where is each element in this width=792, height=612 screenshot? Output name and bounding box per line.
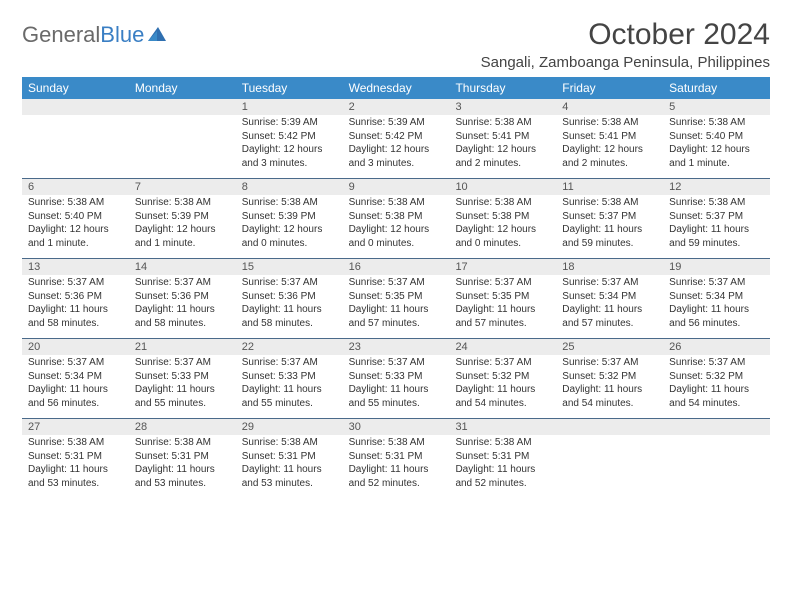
day-body: Sunrise: 5:39 AM Sunset: 5:42 PM Dayligh… [236,115,343,178]
day-body: Sunrise: 5:37 AM Sunset: 5:33 PM Dayligh… [343,355,450,418]
day-body: Sunrise: 5:38 AM Sunset: 5:37 PM Dayligh… [556,195,663,258]
logo-text-2: Blue [100,22,144,48]
day-body: Sunrise: 5:37 AM Sunset: 5:36 PM Dayligh… [22,275,129,338]
day-body: Sunrise: 5:37 AM Sunset: 5:33 PM Dayligh… [129,355,236,418]
daybody-row: Sunrise: 5:38 AM Sunset: 5:31 PM Dayligh… [22,435,770,498]
day-number: . [129,99,236,115]
day-number: 1 [236,99,343,115]
day-number: 6 [22,179,129,195]
day-number: 4 [556,99,663,115]
day-number: 2 [343,99,450,115]
daynum-row: 2728293031.. [22,419,770,435]
dow-fri: Friday [556,77,663,99]
logo-sail-icon [146,25,168,43]
day-body: Sunrise: 5:38 AM Sunset: 5:31 PM Dayligh… [236,435,343,498]
weeks-container: ..12345Sunrise: 5:39 AM Sunset: 5:42 PM … [22,99,770,498]
day-number: 28 [129,419,236,435]
day-body: Sunrise: 5:37 AM Sunset: 5:32 PM Dayligh… [663,355,770,418]
day-body [129,115,236,178]
day-number: . [663,419,770,435]
daynum-row: 20212223242526 [22,339,770,355]
day-body: Sunrise: 5:37 AM Sunset: 5:34 PM Dayligh… [663,275,770,338]
day-number: 14 [129,259,236,275]
day-body: Sunrise: 5:37 AM Sunset: 5:33 PM Dayligh… [236,355,343,418]
day-body: Sunrise: 5:37 AM Sunset: 5:35 PM Dayligh… [343,275,450,338]
day-number: 9 [343,179,450,195]
day-body: Sunrise: 5:38 AM Sunset: 5:39 PM Dayligh… [129,195,236,258]
day-number: 21 [129,339,236,355]
daybody-row: Sunrise: 5:38 AM Sunset: 5:40 PM Dayligh… [22,195,770,258]
day-body: Sunrise: 5:38 AM Sunset: 5:37 PM Dayligh… [663,195,770,258]
day-body: Sunrise: 5:37 AM Sunset: 5:34 PM Dayligh… [22,355,129,418]
day-number: 13 [22,259,129,275]
day-body: Sunrise: 5:39 AM Sunset: 5:42 PM Dayligh… [343,115,450,178]
day-body: Sunrise: 5:38 AM Sunset: 5:38 PM Dayligh… [343,195,450,258]
day-number: 20 [22,339,129,355]
day-body: Sunrise: 5:37 AM Sunset: 5:36 PM Dayligh… [129,275,236,338]
day-body [663,435,770,498]
day-number: 29 [236,419,343,435]
day-number: 16 [343,259,450,275]
day-number: 12 [663,179,770,195]
day-body: Sunrise: 5:38 AM Sunset: 5:41 PM Dayligh… [556,115,663,178]
day-number: . [22,99,129,115]
day-body: Sunrise: 5:38 AM Sunset: 5:31 PM Dayligh… [343,435,450,498]
day-number: 25 [556,339,663,355]
dow-thu: Thursday [449,77,556,99]
title-block: October 2024 Sangali, Zamboanga Peninsul… [481,18,770,71]
day-number: 30 [343,419,450,435]
daynum-row: ..12345 [22,99,770,115]
dow-sat: Saturday [663,77,770,99]
day-number: 31 [449,419,556,435]
daynum-row: 13141516171819 [22,259,770,275]
day-number: 27 [22,419,129,435]
dow-wed: Wednesday [343,77,450,99]
location: Sangali, Zamboanga Peninsula, Philippine… [481,54,770,71]
month-title: October 2024 [481,18,770,52]
day-number: 3 [449,99,556,115]
logo: GeneralBlue [22,18,168,48]
dow-tue: Tuesday [236,77,343,99]
day-number: 18 [556,259,663,275]
logo-text-1: General [22,22,100,48]
day-number: 11 [556,179,663,195]
day-body: Sunrise: 5:38 AM Sunset: 5:31 PM Dayligh… [449,435,556,498]
day-body: Sunrise: 5:38 AM Sunset: 5:41 PM Dayligh… [449,115,556,178]
day-number: 7 [129,179,236,195]
day-body: Sunrise: 5:38 AM Sunset: 5:40 PM Dayligh… [663,115,770,178]
day-number: 17 [449,259,556,275]
day-body: Sunrise: 5:38 AM Sunset: 5:31 PM Dayligh… [129,435,236,498]
day-body: Sunrise: 5:38 AM Sunset: 5:38 PM Dayligh… [449,195,556,258]
daybody-row: Sunrise: 5:39 AM Sunset: 5:42 PM Dayligh… [22,115,770,178]
dow-mon: Monday [129,77,236,99]
day-body [22,115,129,178]
daynum-row: 6789101112 [22,179,770,195]
day-body: Sunrise: 5:37 AM Sunset: 5:36 PM Dayligh… [236,275,343,338]
header: GeneralBlue October 2024 Sangali, Zamboa… [22,18,770,71]
day-body [556,435,663,498]
day-number: 24 [449,339,556,355]
day-body: Sunrise: 5:38 AM Sunset: 5:31 PM Dayligh… [22,435,129,498]
calendar: Sunday Monday Tuesday Wednesday Thursday… [22,77,770,498]
day-number: 10 [449,179,556,195]
day-number: 15 [236,259,343,275]
daybody-row: Sunrise: 5:37 AM Sunset: 5:34 PM Dayligh… [22,355,770,418]
day-number: 22 [236,339,343,355]
day-number: 5 [663,99,770,115]
day-body: Sunrise: 5:38 AM Sunset: 5:39 PM Dayligh… [236,195,343,258]
dow-sun: Sunday [22,77,129,99]
daybody-row: Sunrise: 5:37 AM Sunset: 5:36 PM Dayligh… [22,275,770,338]
day-number: 23 [343,339,450,355]
day-body: Sunrise: 5:38 AM Sunset: 5:40 PM Dayligh… [22,195,129,258]
day-body: Sunrise: 5:37 AM Sunset: 5:32 PM Dayligh… [556,355,663,418]
day-body: Sunrise: 5:37 AM Sunset: 5:32 PM Dayligh… [449,355,556,418]
day-number: . [556,419,663,435]
day-body: Sunrise: 5:37 AM Sunset: 5:34 PM Dayligh… [556,275,663,338]
day-number: 8 [236,179,343,195]
dow-row: Sunday Monday Tuesday Wednesday Thursday… [22,77,770,99]
day-number: 19 [663,259,770,275]
day-number: 26 [663,339,770,355]
day-body: Sunrise: 5:37 AM Sunset: 5:35 PM Dayligh… [449,275,556,338]
